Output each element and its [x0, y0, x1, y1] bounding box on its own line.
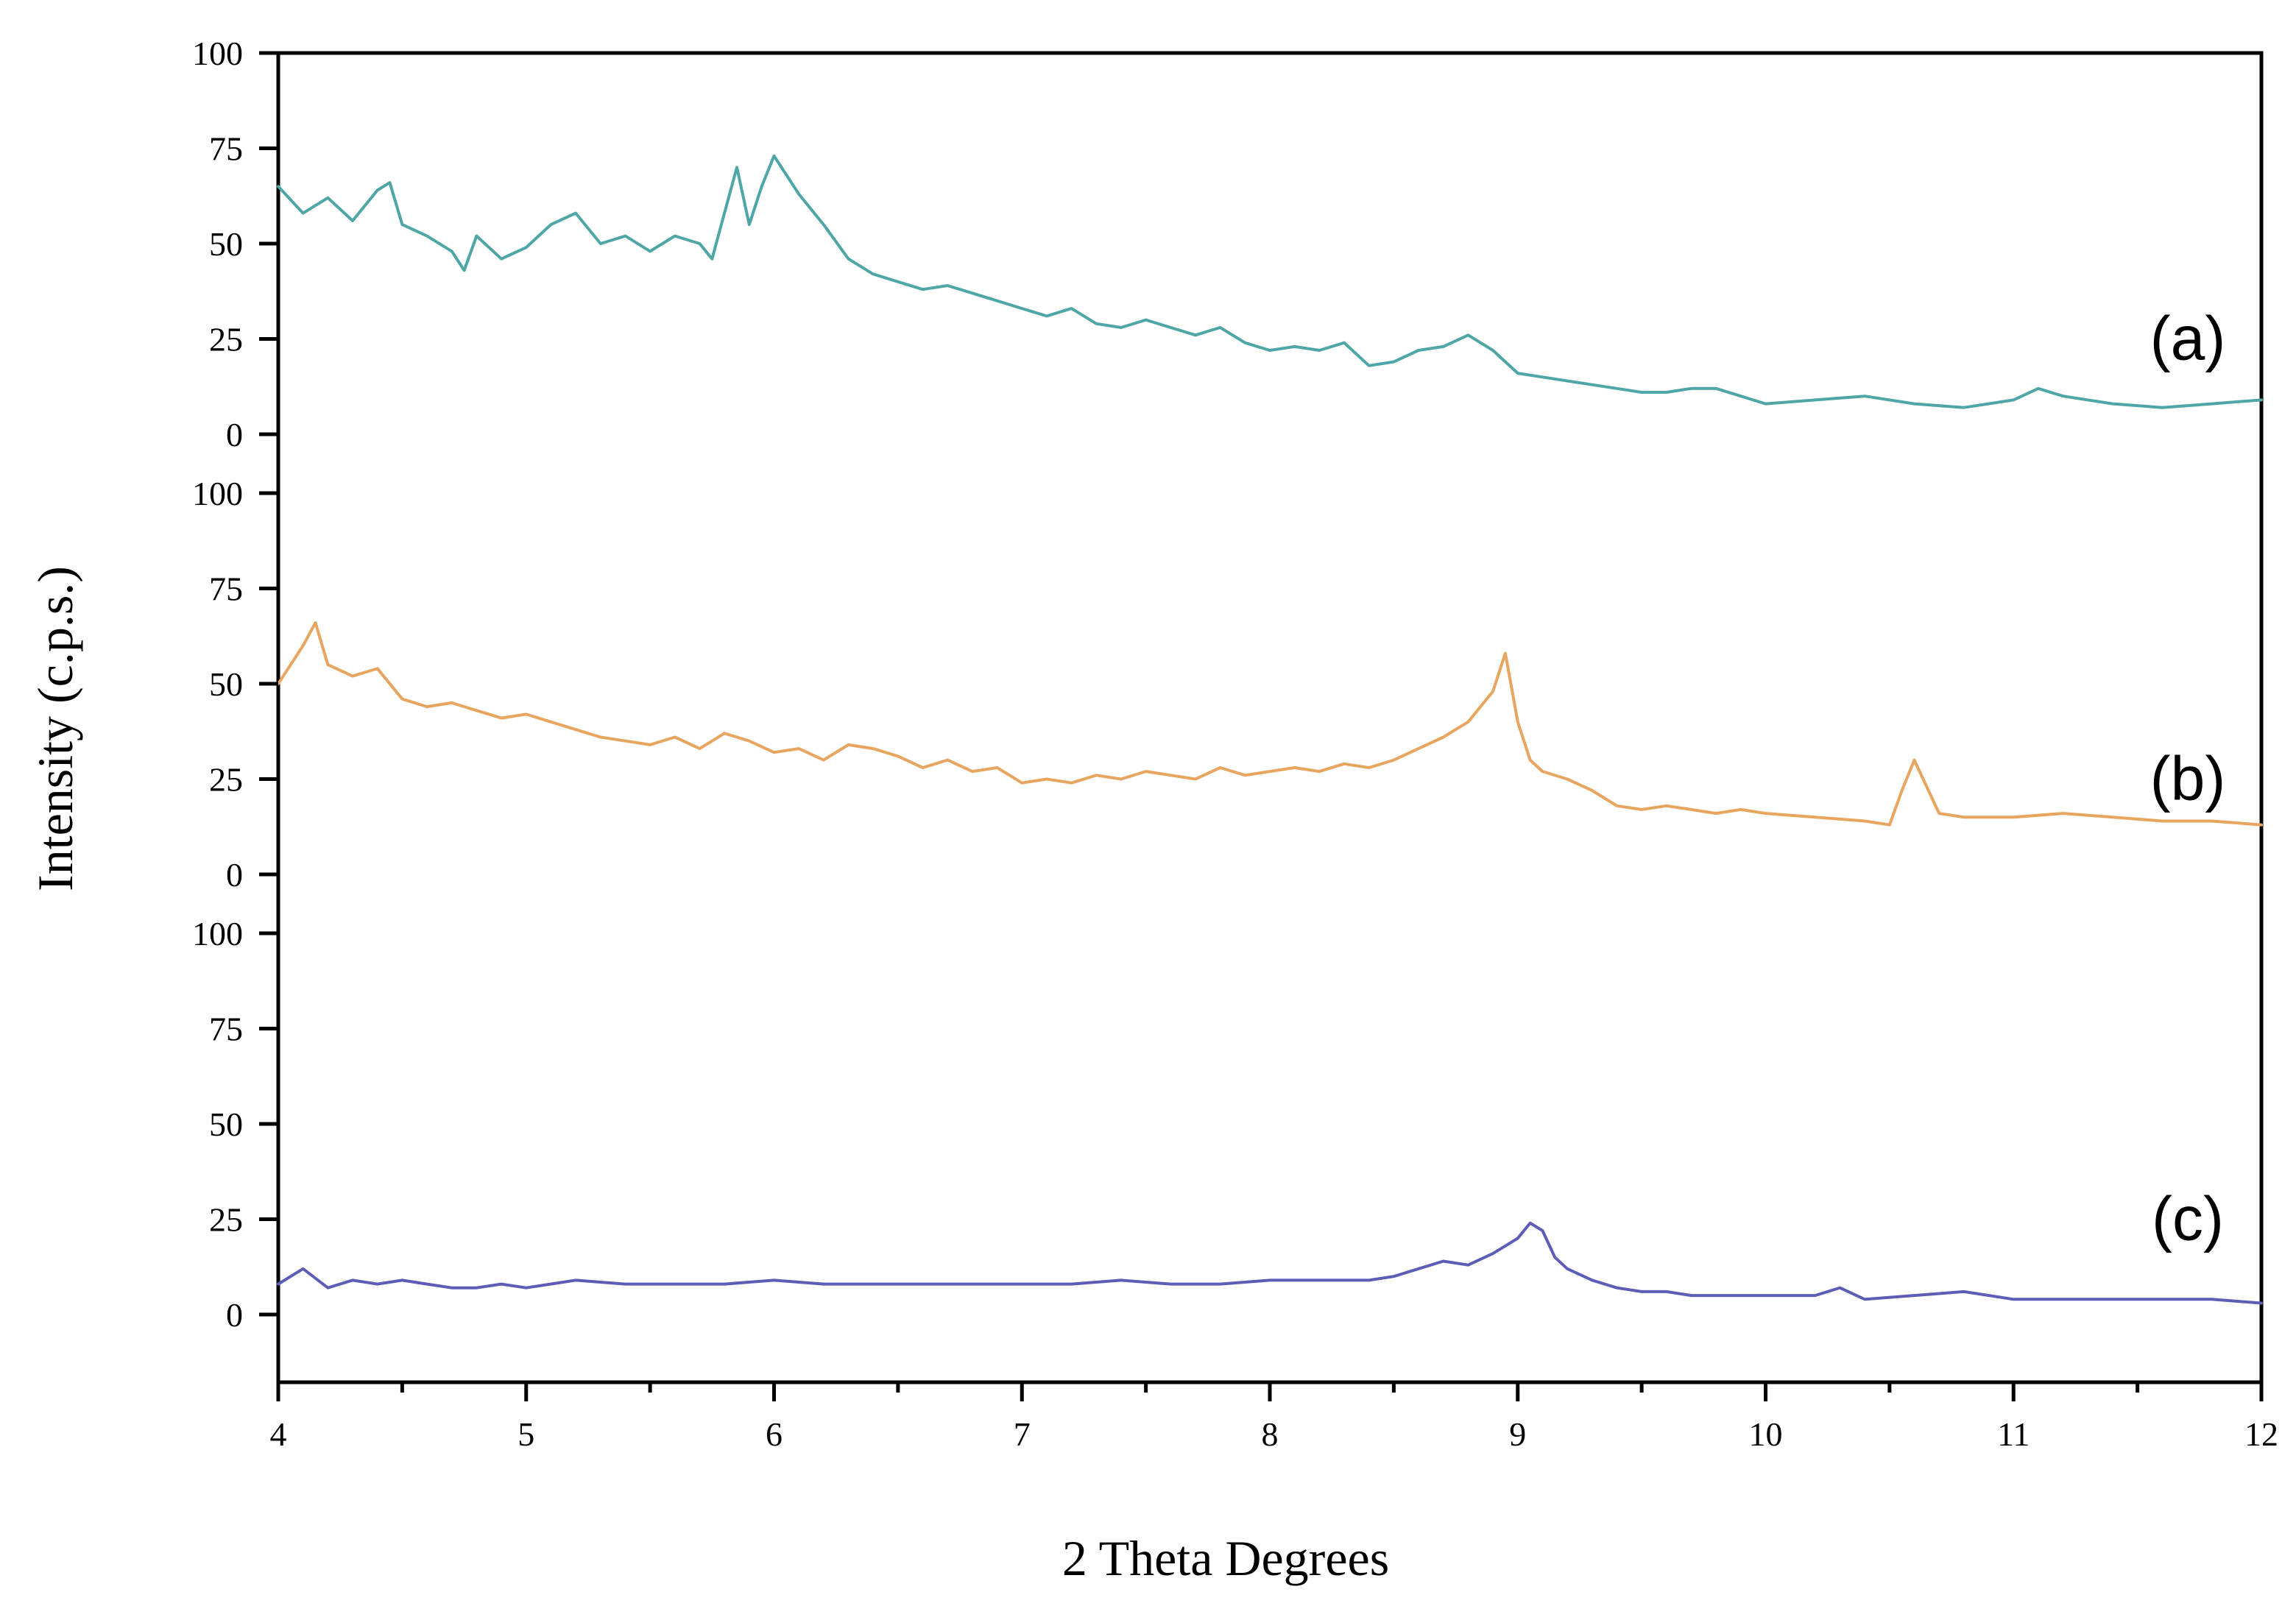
y-tick-label: 75 [209, 1011, 243, 1048]
x-axis-title: 2 Theta Degrees [1062, 1530, 1389, 1586]
series-lines [277, 154, 2263, 1305]
axis-ticks [259, 51, 2264, 1401]
y-tick-label: 25 [209, 321, 243, 358]
x-tick-label: 5 [518, 1415, 534, 1453]
series-line-3 [277, 1221, 2263, 1305]
y-tick-label: 25 [209, 1201, 243, 1239]
panel-label: (a) [2150, 304, 2226, 373]
y-tick-label: 0 [226, 1296, 243, 1334]
plot-area [276, 51, 2264, 1384]
y-tick-label: 75 [209, 570, 243, 608]
x-tick-label: 9 [1509, 1415, 1526, 1453]
x-tick-label: 8 [1262, 1415, 1279, 1453]
y-tick-label: 0 [226, 416, 243, 453]
x-tick-label: 4 [270, 1415, 287, 1453]
panel-label: (c) [2152, 1184, 2224, 1253]
panel-labels: (a) (b) (c) [2150, 304, 2226, 1253]
series-line-2 [277, 621, 2263, 827]
y-tick-label: 50 [209, 225, 243, 263]
y-axis-title: Intensity (c.p.s.) [27, 566, 83, 891]
plot-frame [276, 51, 2264, 1384]
series-line-1 [277, 154, 2263, 409]
y-tick-label: 100 [192, 915, 243, 952]
tick-labels: 4 5 6 7 8 9 10 11 12 0 25 50 75 100 0 25 50 75 100 0 25 50 75 1… [192, 35, 2278, 1453]
y-tick-label: 0 [226, 856, 243, 894]
x-tick-label: 6 [766, 1415, 783, 1453]
y-tick-label: 100 [192, 475, 243, 512]
panel-label: (b) [2150, 744, 2226, 813]
y-tick-label: 25 [209, 761, 243, 799]
y-tick-label: 50 [209, 665, 243, 703]
x-tick-label: 11 [1997, 1415, 2030, 1453]
x-tick-label: 10 [1749, 1415, 1783, 1453]
x-tick-label: 7 [1014, 1415, 1031, 1453]
y-tick-label: 100 [192, 35, 243, 72]
y-tick-label: 50 [209, 1106, 243, 1143]
y-tick-label: 75 [209, 130, 243, 168]
x-tick-label: 12 [2244, 1415, 2278, 1453]
